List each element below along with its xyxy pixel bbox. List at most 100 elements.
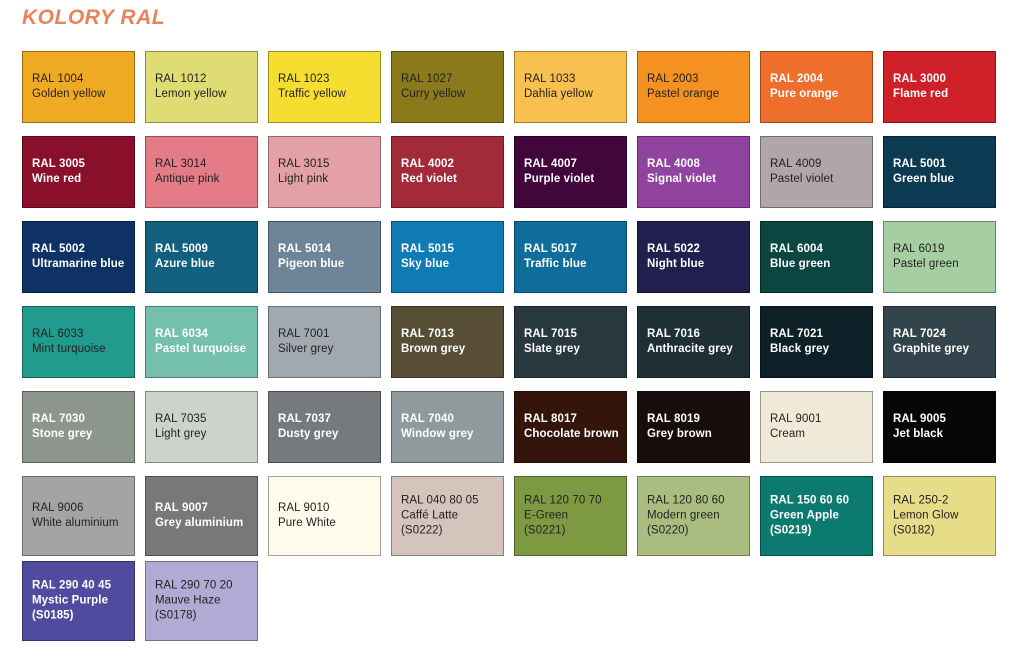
colour-swatch[interactable]: RAL 4008 Signal violet [637, 136, 750, 208]
colour-swatch[interactable]: RAL 1023 Traffic yellow [268, 51, 381, 123]
swatch-label: RAL 1004 Golden yellow [32, 73, 106, 100]
swatch-label: RAL 6033 Mint turquoise [32, 328, 106, 355]
swatch-label: RAL 5017 Traffic blue [524, 243, 587, 270]
colour-swatch[interactable]: RAL 6034 Pastel turquoise [145, 306, 258, 378]
swatch-label: RAL 3000 Flame red [893, 73, 949, 100]
colour-swatch[interactable]: RAL 4007 Purple violet [514, 136, 627, 208]
colour-swatch[interactable]: RAL 6033 Mint turquoise [22, 306, 135, 378]
colour-swatch[interactable]: RAL 7037 Dusty grey [268, 391, 381, 463]
swatch-label: RAL 6004 Blue green [770, 243, 831, 270]
colour-swatch[interactable]: RAL 7024 Graphite grey [883, 306, 996, 378]
page-title: KOLORY RAL [22, 6, 166, 29]
swatch-label: RAL 1012 Lemon yellow [155, 73, 227, 100]
swatch-label: RAL 4002 Red violet [401, 158, 457, 185]
swatch-label: RAL 290 40 45 Mystic Purple (S0185) [32, 579, 112, 622]
colour-swatch[interactable]: RAL 9007 Grey aluminium [145, 476, 258, 556]
swatch-label: RAL 120 70 70 E-Green (S0221) [524, 494, 602, 537]
swatch-label: RAL 5009 Azure blue [155, 243, 215, 270]
swatch-label: RAL 9007 Grey aluminium [155, 502, 244, 529]
colour-swatch[interactable]: RAL 5002 Ultramarine blue [22, 221, 135, 293]
colour-swatch[interactable]: RAL 4002 Red violet [391, 136, 504, 208]
colour-swatch[interactable]: RAL 8019 Grey brown [637, 391, 750, 463]
colour-swatch[interactable]: RAL 5022 Night blue [637, 221, 750, 293]
swatch-label: RAL 4009 Pastel violet [770, 158, 834, 185]
swatch-label: RAL 2004 Pure orange [770, 73, 839, 100]
colour-swatch[interactable]: RAL 250-2 Lemon Glow (S0182) [883, 476, 996, 556]
colour-swatch[interactable]: RAL 9010 Pure White [268, 476, 381, 556]
swatch-label: RAL 7015 Slate grey [524, 328, 580, 355]
swatch-label: RAL 5015 Sky blue [401, 243, 455, 270]
colour-swatch[interactable]: RAL 6004 Blue green [760, 221, 873, 293]
swatch-label: RAL 9010 Pure White [278, 502, 336, 529]
colour-swatch[interactable]: RAL 7001 Silver grey [268, 306, 381, 378]
swatch-label: RAL 8017 Chocolate brown [524, 413, 619, 440]
colour-swatch[interactable]: RAL 120 70 70 E-Green (S0221) [514, 476, 627, 556]
swatch-label: RAL 9006 White aluminium [32, 502, 119, 529]
colour-swatch[interactable]: RAL 150 60 60 Green Apple (S0219) [760, 476, 873, 556]
swatch-label: RAL 2003 Pastel orange [647, 73, 720, 100]
colour-swatch[interactable]: RAL 9006 White aluminium [22, 476, 135, 556]
colour-swatch[interactable]: RAL 1033 Dahlia yellow [514, 51, 627, 123]
colour-swatch[interactable]: RAL 3000 Flame red [883, 51, 996, 123]
swatch-label: RAL 7013 Brown grey [401, 328, 466, 355]
colour-swatch[interactable]: RAL 3015 Light pink [268, 136, 381, 208]
swatch-label: RAL 290 70 20 Mauve Haze (S0178) [155, 579, 233, 622]
swatch-label: RAL 7024 Graphite grey [893, 328, 970, 355]
swatch-label: RAL 6034 Pastel turquoise [155, 328, 247, 355]
colour-swatch[interactable]: RAL 7016 Anthracite grey [637, 306, 750, 378]
swatch-label: RAL 3015 Light pink [278, 158, 330, 185]
swatch-label: RAL 5014 Pigeon blue [278, 243, 345, 270]
colour-swatch[interactable]: RAL 1027 Curry yellow [391, 51, 504, 123]
colour-swatch[interactable]: RAL 290 40 45 Mystic Purple (S0185) [22, 561, 135, 641]
colour-swatch[interactable]: RAL 7030 Stone grey [22, 391, 135, 463]
swatch-label: RAL 7035 Light grey [155, 413, 207, 440]
colour-swatch[interactable]: RAL 9005 Jet black [883, 391, 996, 463]
swatch-label: RAL 1027 Curry yellow [401, 73, 466, 100]
swatch-label: RAL 7021 Black grey [770, 328, 830, 355]
colour-swatch[interactable]: RAL 5001 Green blue [883, 136, 996, 208]
swatch-label: RAL 3014 Antique pink [155, 158, 220, 185]
colour-swatch[interactable]: RAL 3014 Antique pink [145, 136, 258, 208]
colour-swatch[interactable]: RAL 7035 Light grey [145, 391, 258, 463]
swatch-label: RAL 4007 Purple violet [524, 158, 595, 185]
colour-swatch[interactable]: RAL 040 80 05 Caffé Latte (S0222) [391, 476, 504, 556]
swatch-label: RAL 8019 Grey brown [647, 413, 712, 440]
colour-swatch[interactable]: RAL 7021 Black grey [760, 306, 873, 378]
colour-swatch[interactable]: RAL 9001 Cream [760, 391, 873, 463]
colour-swatch[interactable]: RAL 5009 Azure blue [145, 221, 258, 293]
swatch-label: RAL 7030 Stone grey [32, 413, 93, 440]
swatch-label: RAL 7037 Dusty grey [278, 413, 339, 440]
swatch-grid: RAL 1004 Golden yellow RAL 1012 Lemon yel… [22, 51, 998, 641]
swatch-label: RAL 6019 Pastel green [893, 243, 959, 270]
colour-swatch[interactable]: RAL 5014 Pigeon blue [268, 221, 381, 293]
colour-swatch[interactable]: RAL 7040 Window grey [391, 391, 504, 463]
colour-swatch[interactable]: RAL 7015 Slate grey [514, 306, 627, 378]
swatch-label: RAL 1033 Dahlia yellow [524, 73, 594, 100]
swatch-label: RAL 120 80 60 Modern green (S0220) [647, 494, 725, 537]
swatch-label: RAL 5002 Ultramarine blue [32, 243, 125, 270]
swatch-label: RAL 9005 Jet black [893, 413, 947, 440]
colour-swatch[interactable]: RAL 6019 Pastel green [883, 221, 996, 293]
colour-swatch[interactable]: RAL 290 70 20 Mauve Haze (S0178) [145, 561, 258, 641]
swatch-label: RAL 5001 Green blue [893, 158, 955, 185]
swatch-label: RAL 1023 Traffic yellow [278, 73, 346, 100]
swatch-label: RAL 9001 Cream [770, 413, 822, 440]
swatch-label: RAL 150 60 60 Green Apple (S0219) [770, 494, 850, 537]
colour-swatch[interactable]: RAL 4009 Pastel violet [760, 136, 873, 208]
colour-swatch[interactable]: RAL 5015 Sky blue [391, 221, 504, 293]
swatch-label: RAL 7001 Silver grey [278, 328, 334, 355]
colour-swatch[interactable]: RAL 1004 Golden yellow [22, 51, 135, 123]
colour-swatch[interactable]: RAL 5017 Traffic blue [514, 221, 627, 293]
colour-swatch[interactable]: RAL 3005 Wine red [22, 136, 135, 208]
colour-swatch[interactable]: RAL 8017 Chocolate brown [514, 391, 627, 463]
colour-swatch[interactable]: RAL 7013 Brown grey [391, 306, 504, 378]
swatch-label: RAL 250-2 Lemon Glow (S0182) [893, 494, 959, 537]
colour-swatch[interactable]: RAL 2003 Pastel orange [637, 51, 750, 123]
colour-swatch[interactable]: RAL 2004 Pure orange [760, 51, 873, 123]
colour-swatch[interactable]: RAL 1012 Lemon yellow [145, 51, 258, 123]
swatch-label: RAL 3005 Wine red [32, 158, 86, 185]
swatch-label: RAL 4008 Signal violet [647, 158, 717, 185]
colour-swatch[interactable]: RAL 120 80 60 Modern green (S0220) [637, 476, 750, 556]
swatch-label: RAL 7040 Window grey [401, 413, 474, 440]
